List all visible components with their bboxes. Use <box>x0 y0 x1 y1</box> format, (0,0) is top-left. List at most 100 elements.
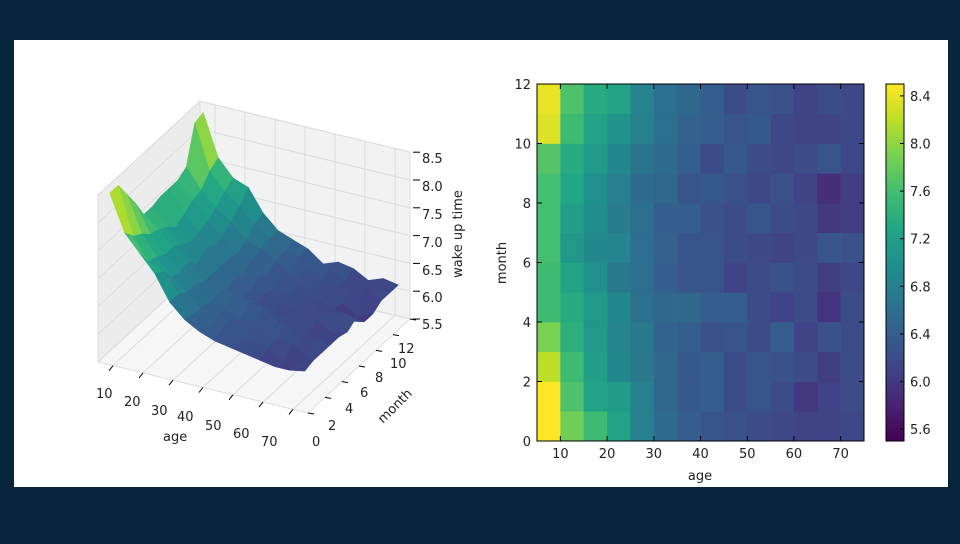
colorbar-tick-label: 7.2 <box>910 233 931 248</box>
heatmap-cell <box>583 351 608 382</box>
heatmap-cell <box>653 411 678 442</box>
heatmap-cell <box>747 351 771 382</box>
heatmap-cell <box>583 411 608 442</box>
colorbar-tick-label: 5.6 <box>910 423 931 438</box>
heatmap-cell <box>607 232 631 263</box>
surface-3d-y-ticks: 0 2 4 6 8 10 12 <box>312 342 415 450</box>
heatmap-cell <box>653 143 678 174</box>
heatmap-cell <box>770 292 795 323</box>
heatmap-x-tick-label: 30 <box>646 447 663 462</box>
heatmap-cell <box>630 143 655 174</box>
colorbar-ticks: 5.6 6.0 6.4 6.8 7.2 7.6 8.0 8.4 <box>900 90 931 438</box>
x-axis-label: age <box>163 430 187 445</box>
heatmap-cell <box>840 262 865 293</box>
heatmap-y-tick-label: 4 <box>523 316 531 331</box>
heatmap-cell <box>537 381 561 412</box>
heatmap-cell <box>560 381 585 412</box>
z-tick-label: 7.0 <box>422 236 443 251</box>
heatmap-cell <box>607 292 631 323</box>
heatmap-y-ticks: 0 2 4 6 8 10 12 <box>514 78 864 450</box>
y-tick-label: 8 <box>375 371 383 386</box>
heatmap-cell <box>747 173 771 204</box>
heatmap-cell <box>653 113 678 144</box>
heatmap-x-ticks: 10 20 30 40 50 60 70 <box>552 84 849 462</box>
heatmap-cell <box>607 262 631 293</box>
heatmap-cell <box>793 351 818 382</box>
heatmap-cell <box>653 381 678 412</box>
colorbar-tick-label: 8.0 <box>910 138 931 153</box>
heatmap-cell <box>583 292 608 323</box>
heatmap-cell <box>560 84 585 115</box>
heatmap-cell <box>793 113 818 144</box>
heatmap-cell <box>700 232 725 263</box>
heatmap-cell <box>630 203 655 234</box>
heatmap-cell <box>700 411 725 442</box>
colorbar-tick-label: 8.4 <box>910 90 931 105</box>
x-axis-tick <box>258 401 264 408</box>
heatmap-cell <box>723 143 748 174</box>
heatmap-cell <box>817 292 841 323</box>
heatmap-cell <box>560 292 585 323</box>
heatmap-cell <box>793 173 818 204</box>
heatmap-cell <box>537 143 561 174</box>
y-axis-tick <box>358 365 366 368</box>
z-tick-label: 8.0 <box>422 180 443 195</box>
heatmap-cell <box>630 262 655 293</box>
heatmap-cell <box>630 322 655 353</box>
heatmap-cell <box>793 84 818 115</box>
heatmap-plot: 10 20 30 40 50 60 70 0 2 4 6 8 10 12 age month <box>495 78 865 484</box>
heatmap-cell <box>607 322 631 353</box>
heatmap-cell <box>817 351 841 382</box>
z-tick-label: 6.0 <box>422 291 443 306</box>
heatmap-cell <box>583 232 608 263</box>
heatmap-cell <box>770 203 795 234</box>
heatmap-cell <box>840 113 865 144</box>
z-tick-label: 7.5 <box>422 208 443 223</box>
heatmap-cell <box>537 203 561 234</box>
heatmap-y-axis-label: month <box>495 242 510 284</box>
heatmap-cell <box>817 173 841 204</box>
heatmap-cell <box>677 232 701 263</box>
heatmap-cell <box>630 173 655 204</box>
heatmap-cell <box>677 411 701 442</box>
heatmap-x-tick-label: 50 <box>739 447 756 462</box>
heatmap-cell <box>653 203 678 234</box>
heatmap-cell <box>560 351 585 382</box>
heatmap-cell <box>747 203 771 234</box>
heatmap-cell <box>653 262 678 293</box>
heatmap-cell <box>723 203 748 234</box>
heatmap-x-tick-label: 70 <box>832 447 849 462</box>
heatmap-y-tick-label: 8 <box>523 197 531 212</box>
heatmap-cell <box>607 351 631 382</box>
heatmap-cell <box>677 113 701 144</box>
heatmap-cell <box>677 381 701 412</box>
heatmap-cell <box>630 381 655 412</box>
heatmap-cell <box>607 84 631 115</box>
y-axis-tick <box>341 381 349 384</box>
heatmap-cell <box>700 322 725 353</box>
heatmap-cell <box>677 84 701 115</box>
heatmap-cell <box>560 411 585 442</box>
heatmap-cell <box>653 292 678 323</box>
heatmap-cell <box>747 292 771 323</box>
heatmap-cell <box>747 232 771 263</box>
heatmap-cell <box>607 113 631 144</box>
heatmap-cell <box>793 292 818 323</box>
heatmap-cell <box>723 292 748 323</box>
heatmap-cell <box>560 143 585 174</box>
grid-line <box>97 100 201 196</box>
heatmap-cell <box>747 143 771 174</box>
heatmap-cell <box>700 113 725 144</box>
heatmap-cell <box>700 84 725 115</box>
heatmap-cell <box>537 232 561 263</box>
heatmap-cell <box>840 411 865 442</box>
y-axis-tick <box>307 412 315 415</box>
heatmap-y-tick-label: 10 <box>514 138 531 153</box>
heatmap-y-tick-label: 2 <box>523 376 531 391</box>
heatmap-cell <box>817 203 841 234</box>
heatmap-cell <box>607 411 631 442</box>
heatmap-y-tick-label: 0 <box>523 435 531 450</box>
x-axis-tick <box>168 379 174 386</box>
heatmap-cell <box>560 173 585 204</box>
